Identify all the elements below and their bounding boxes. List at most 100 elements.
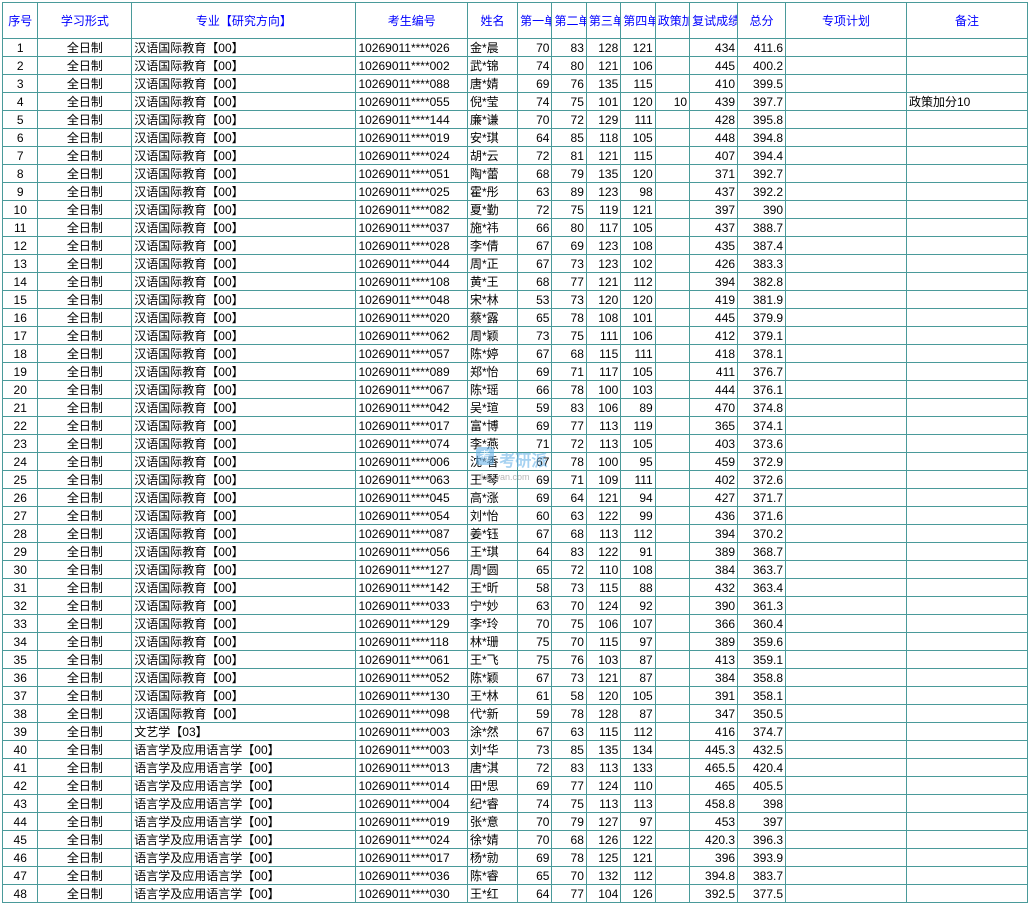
cell-id: 10269011****024 [356,147,468,165]
cell-u4: 105 [621,435,655,453]
cell-u1: 69 [518,489,552,507]
cell-u1: 58 [518,579,552,597]
cell-form: 全日制 [38,75,132,93]
cell-u4: 95 [621,453,655,471]
cell-id: 10269011****089 [356,363,468,381]
cell-total: 395.8 [738,111,786,129]
cell-u3: 103 [586,651,620,669]
cell-u4: 107 [621,615,655,633]
cell-form: 全日制 [38,885,132,903]
cell-id: 10269011****067 [356,381,468,399]
header-form: 学习形式 [38,3,132,39]
cell-u3: 115 [586,579,620,597]
cell-form: 全日制 [38,849,132,867]
cell-form: 全日制 [38,489,132,507]
cell-bonus [655,813,689,831]
cell-bonus [655,75,689,93]
cell-u3: 135 [586,741,620,759]
cell-plan [786,57,907,75]
cell-total: 371.6 [738,507,786,525]
cell-u4: 126 [621,885,655,903]
cell-u3: 118 [586,129,620,147]
cell-u1: 67 [518,723,552,741]
cell-id: 10269011****037 [356,219,468,237]
cell-id: 10269011****142 [356,579,468,597]
cell-bonus [655,579,689,597]
cell-id: 10269011****020 [356,309,468,327]
cell-total: 361.3 [738,597,786,615]
cell-note [906,579,1027,597]
cell-u2: 72 [552,561,586,579]
cell-retest: 410 [690,75,738,93]
cell-major: 汉语国际教育【00】 [132,129,356,147]
cell-id: 10269011****054 [356,507,468,525]
cell-u2: 78 [552,849,586,867]
cell-id: 10269011****082 [356,201,468,219]
cell-name: 王*琴 [468,471,518,489]
cell-seq: 37 [3,687,38,705]
cell-total: 392.7 [738,165,786,183]
cell-bonus [655,399,689,417]
cell-form: 全日制 [38,741,132,759]
table-row: 35全日制汉语国际教育【00】10269011****061王*飞7576103… [3,651,1028,669]
cell-u3: 117 [586,219,620,237]
cell-u3: 110 [586,561,620,579]
cell-major: 汉语国际教育【00】 [132,399,356,417]
cell-seq: 45 [3,831,38,849]
cell-form: 全日制 [38,705,132,723]
cell-note [906,291,1027,309]
cell-seq: 38 [3,705,38,723]
cell-u2: 78 [552,309,586,327]
cell-plan [786,201,907,219]
cell-form: 全日制 [38,507,132,525]
cell-form: 全日制 [38,633,132,651]
cell-plan [786,741,907,759]
cell-total: 393.9 [738,849,786,867]
table-row: 2全日制汉语国际教育【00】10269011****002武*锦74801211… [3,57,1028,75]
cell-retest: 426 [690,255,738,273]
cell-u1: 69 [518,777,552,795]
cell-u2: 75 [552,615,586,633]
table-row: 27全日制汉语国际教育【00】10269011****054刘*怡6063122… [3,507,1028,525]
cell-bonus [655,741,689,759]
cell-u3: 108 [586,309,620,327]
cell-bonus [655,669,689,687]
cell-id: 10269011****088 [356,75,468,93]
table-row: 46全日制语言学及应用语言学【00】10269011****017杨*勍6978… [3,849,1028,867]
cell-major: 语言学及应用语言学【00】 [132,813,356,831]
cell-retest: 436 [690,507,738,525]
cell-form: 全日制 [38,417,132,435]
cell-major: 汉语国际教育【00】 [132,57,356,75]
cell-seq: 34 [3,633,38,651]
cell-total: 420.4 [738,759,786,777]
cell-name: 纪*睿 [468,795,518,813]
table-row: 31全日制汉语国际教育【00】10269011****142王*昕5873115… [3,579,1028,597]
cell-plan [786,597,907,615]
cell-note [906,363,1027,381]
cell-id: 10269011****004 [356,795,468,813]
cell-name: 武*锦 [468,57,518,75]
cell-seq: 17 [3,327,38,345]
cell-total: 394.4 [738,147,786,165]
cell-note [906,201,1027,219]
cell-note [906,39,1027,57]
header-plan: 专项计划 [786,3,907,39]
cell-plan [786,723,907,741]
cell-note [906,543,1027,561]
cell-total: 383.3 [738,255,786,273]
cell-bonus [655,435,689,453]
cell-note [906,795,1027,813]
cell-name: 王*红 [468,885,518,903]
cell-bonus [655,561,689,579]
cell-u4: 112 [621,273,655,291]
cell-note [906,435,1027,453]
cell-total: 370.2 [738,525,786,543]
table-row: 44全日制语言学及应用语言学【00】10269011****019张*意7079… [3,813,1028,831]
cell-plan [786,543,907,561]
cell-major: 汉语国际教育【00】 [132,237,356,255]
cell-retest: 394 [690,273,738,291]
cell-major: 汉语国际教育【00】 [132,93,356,111]
cell-u2: 73 [552,291,586,309]
cell-u2: 81 [552,147,586,165]
cell-bonus [655,597,689,615]
